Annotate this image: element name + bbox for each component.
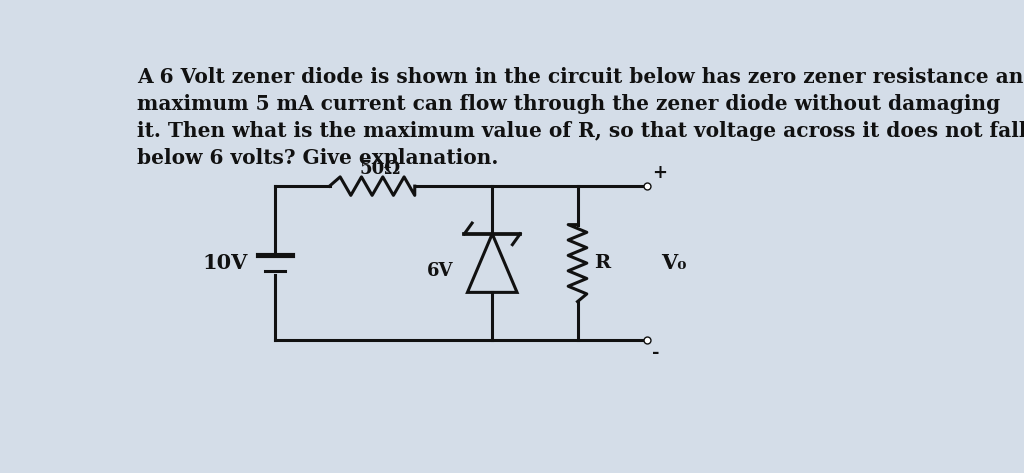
Text: maximum 5 mA current can flow through the zener diode without damaging: maximum 5 mA current can flow through th… [137,94,1000,114]
Text: 6V: 6V [427,262,454,280]
Text: 10V: 10V [203,253,248,273]
Text: it. Then what is the maximum value of R, so that voltage across it does not fall: it. Then what is the maximum value of R,… [137,121,1024,140]
Text: -: - [652,344,659,362]
Text: A 6 Volt zener diode is shown in the circuit below has zero zener resistance and: A 6 Volt zener diode is shown in the cir… [137,67,1024,87]
Text: +: + [652,164,667,182]
Text: V₀: V₀ [662,253,687,273]
Text: R: R [595,254,610,272]
Text: below 6 volts? Give explanation.: below 6 volts? Give explanation. [137,148,499,167]
Text: 50Ω: 50Ω [359,160,400,178]
